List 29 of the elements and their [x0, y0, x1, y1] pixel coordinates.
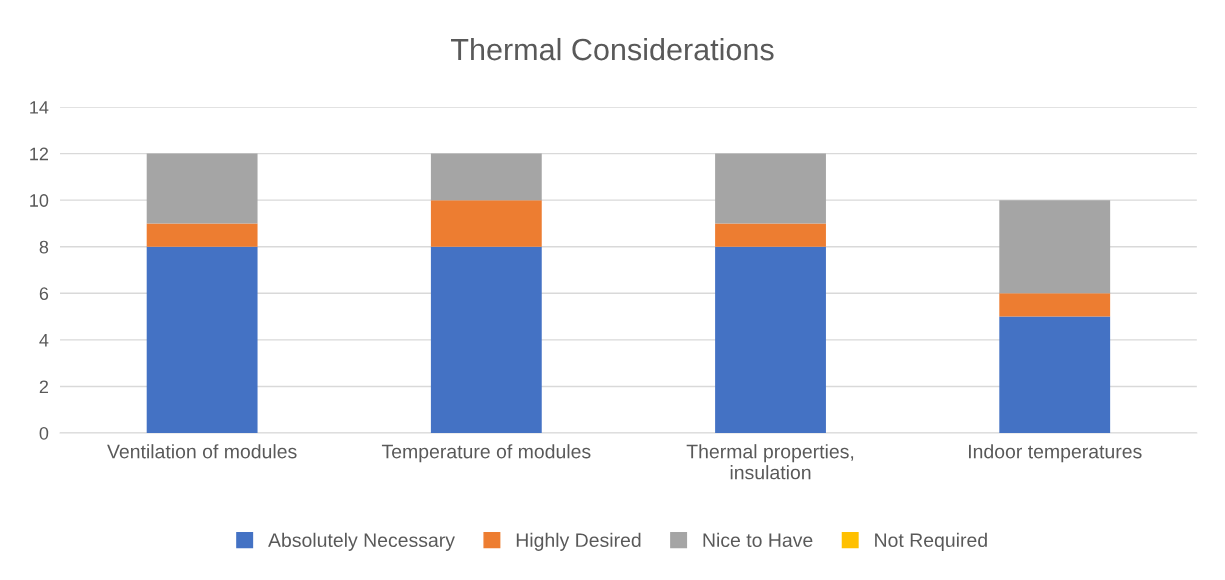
legend-label: Absolutely Necessary: [268, 532, 455, 551]
bar: [715, 153, 826, 224]
y-tick-label: 8: [39, 240, 49, 254]
x-tick-label: Temperature of modules: [381, 444, 591, 463]
bar: [999, 200, 1111, 294]
y-tick-label: 14: [30, 101, 49, 114]
x-tick-label: Thermal properties, insulation: [686, 444, 854, 480]
bar: [999, 293, 1111, 317]
y-tick-label: 2: [39, 380, 49, 393]
bar: [430, 153, 542, 201]
bar: [146, 246, 258, 434]
legend-label: Highly Desired: [516, 532, 641, 551]
y-tick-label: 6: [39, 287, 49, 301]
bar: [146, 223, 258, 247]
x-tick-label: Ventilation of modules: [107, 444, 297, 459]
bar: [715, 223, 826, 247]
bar: [146, 153, 258, 224]
bar: [430, 200, 542, 247]
legend-label: Not Required: [875, 532, 987, 551]
y-tick-label: 4: [39, 334, 49, 347]
y-tick-label: 10: [30, 194, 49, 207]
legend-label: Nice to Have: [703, 532, 813, 548]
chart-title: Thermal Considerations: [451, 37, 774, 61]
x-tick-label: Indoor temperatures: [968, 444, 1142, 463]
y-tick-label: 0: [39, 426, 49, 440]
bar: [430, 246, 542, 434]
y-tick-label: 12: [30, 147, 49, 161]
bar: [999, 316, 1111, 434]
bar: [715, 246, 826, 434]
